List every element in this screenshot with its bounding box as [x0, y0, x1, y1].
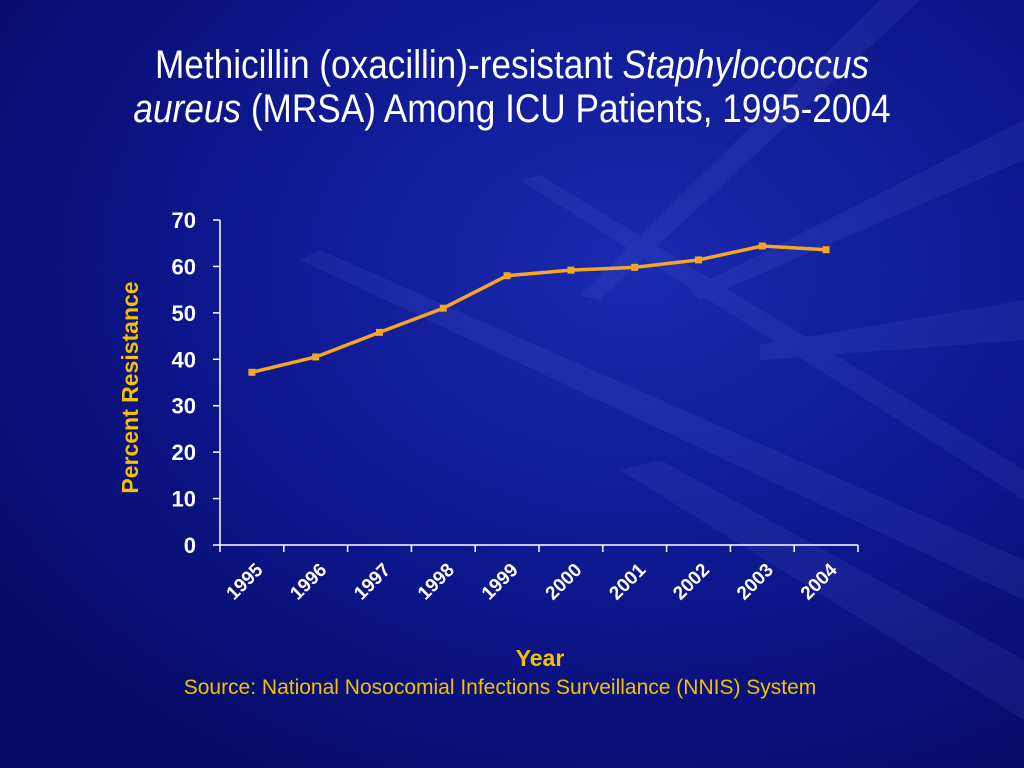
source-note: Source: National Nosocomial Infections S… [183, 676, 817, 699]
data-point-marker [695, 256, 702, 264]
x-tick-label: 2000 [542, 560, 587, 605]
y-axis-ticks: 0 10 20 30 40 50 60 70 [172, 208, 220, 558]
y-tick-label: 50 [172, 301, 196, 326]
data-point-marker [822, 246, 830, 254]
y-tick-label: 20 [172, 440, 196, 465]
x-tick-label: 1996 [286, 560, 331, 605]
data-point-marker [248, 368, 256, 376]
title-line-2-italic: aureus [133, 87, 242, 131]
series-line [251, 244, 827, 374]
title-line-1-plain: Methicillin (oxacillin)-resistant [154, 43, 623, 87]
x-axis-ticks: 1995 1996 1997 1998 1999 2000 2001 2002 2003 2004 [219, 545, 859, 605]
y-tick-label: 70 [172, 208, 196, 233]
data-point-marker [503, 272, 511, 280]
y-tick-label: 0 [184, 533, 196, 558]
x-tick-label: 2001 [605, 559, 650, 604]
slide-title-line-1: Methicillin (oxacillin)-resistant Staphy… [61, 42, 962, 88]
x-tick-label: 2003 [733, 560, 778, 605]
y-tick-label: 60 [172, 254, 196, 279]
y-tick-label: 30 [172, 394, 196, 419]
x-tick-label: 1997 [350, 560, 395, 605]
data-point-markers [248, 242, 830, 376]
data-point-marker [376, 328, 383, 336]
x-tick-label: 2002 [669, 560, 714, 605]
y-axis-label: Percent Resistance [117, 281, 143, 493]
data-point-marker [312, 353, 320, 361]
data-point-marker [758, 242, 766, 250]
x-tick-label: 1995 [223, 559, 268, 604]
data-point-marker [567, 266, 575, 274]
y-tick-label: 10 [172, 487, 196, 512]
x-axis-label: Year [516, 645, 565, 671]
title-line-2-plain: (MRSA) Among ICU Patients, 1995-2004 [241, 87, 891, 131]
data-point-marker [439, 304, 447, 312]
x-tick-label: 2004 [797, 559, 842, 604]
slide-title-line-2: aureus (MRSA) Among ICU Patients, 1995-2… [61, 86, 962, 132]
title-line-1-italic: Staphylococcus [622, 43, 870, 87]
y-tick-label: 40 [172, 347, 196, 372]
x-tick-label: 1998 [414, 560, 459, 605]
data-point-marker [631, 263, 639, 271]
x-tick-label: 1999 [478, 560, 523, 605]
